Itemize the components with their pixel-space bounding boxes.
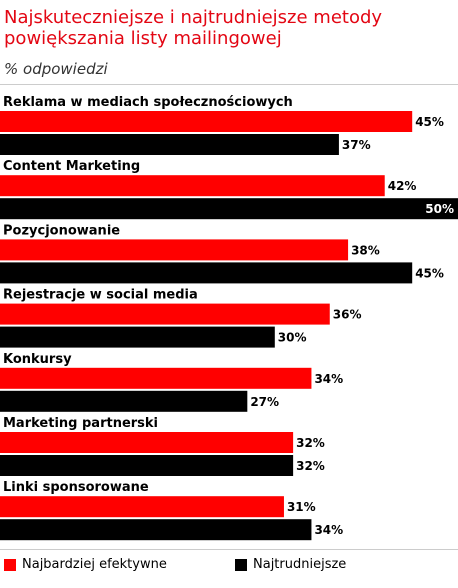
subtitle-divider <box>0 84 458 85</box>
category-label: Rejestracje w social media <box>3 288 198 303</box>
legend-item-hardest: Najtrudniejsze <box>235 557 346 572</box>
value-label: 31% <box>287 500 316 514</box>
category-label: Content Marketing <box>3 159 140 174</box>
bar-effective <box>0 367 312 389</box>
bar-hardest <box>0 262 413 284</box>
value-label: 34% <box>314 523 343 537</box>
value-label: 38% <box>351 243 380 257</box>
bar-effective <box>0 111 413 132</box>
category-label: Linki sponsorowane <box>3 480 149 495</box>
value-label: 27% <box>250 395 279 409</box>
value-label: 45% <box>415 115 444 129</box>
chart-subtitle: % odpowiedzi <box>4 60 108 78</box>
value-label: 42% <box>388 179 417 193</box>
category-label: Pozycjonowanie <box>3 223 120 238</box>
legend-divider <box>0 549 458 550</box>
bar-effective <box>0 496 284 518</box>
legend-item-effective: Najbardziej efektywne <box>4 557 167 572</box>
value-label: 36% <box>333 308 362 322</box>
value-label: 30% <box>278 331 307 345</box>
bar-effective <box>0 432 294 453</box>
legend-swatch-hardest <box>235 558 247 571</box>
legend: Najbardziej efektywne Najtrudniejsze <box>0 557 458 577</box>
value-label: 50% <box>425 202 454 216</box>
category-label: Reklama w mediach społecznościowych <box>3 95 293 110</box>
legend-swatch-effective <box>4 558 16 571</box>
bar-hardest <box>0 326 275 348</box>
bar-effective <box>0 303 330 325</box>
bar-effective <box>0 175 385 197</box>
bar-hardest <box>0 519 312 541</box>
value-label: 37% <box>342 138 371 152</box>
bar-effective <box>0 239 349 261</box>
bar-hardest <box>0 134 339 155</box>
category-label: Marketing partnerski <box>3 416 158 431</box>
value-label: 32% <box>296 459 325 473</box>
value-label: 32% <box>296 436 325 450</box>
bar-hardest <box>0 455 294 476</box>
chart-title: Najskuteczniejsze i najtrudniejsze metod… <box>4 7 383 49</box>
legend-label-effective: Najbardziej efektywne <box>22 557 167 572</box>
bar-hardest <box>0 390 248 412</box>
legend-label-hardest: Najtrudniejsze <box>253 557 347 572</box>
value-label: 34% <box>314 372 343 386</box>
value-label: 45% <box>415 266 444 280</box>
category-label: Konkursy <box>3 352 72 367</box>
bar-chart: Reklama w mediach społecznościowych 45% 37… <box>0 95 458 541</box>
bar-hardest <box>0 198 458 220</box>
